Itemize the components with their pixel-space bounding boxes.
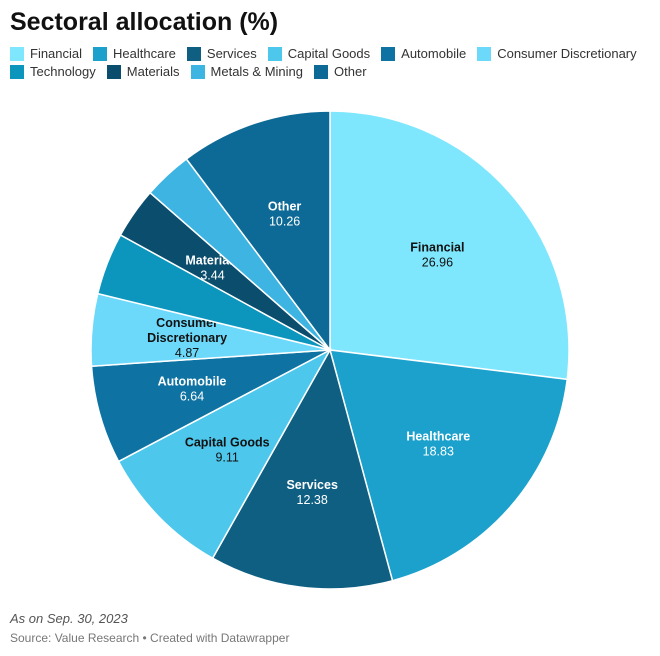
slice-value-label: 6.64 — [180, 390, 204, 404]
legend-swatch — [381, 47, 396, 61]
legend-swatch — [10, 47, 24, 61]
slice-value-label: 12.38 — [297, 493, 328, 507]
legend-label: Consumer Discretionary — [497, 46, 637, 61]
source-credit: Source: Value Research • Created with Da… — [10, 631, 290, 645]
slice-label: Healthcare — [406, 430, 470, 444]
legend-swatch — [106, 65, 121, 79]
chart-legend: Financial Healthcare Services Capital Goods… — [10, 46, 655, 80]
slice-label: Services — [286, 478, 337, 492]
pie-slice — [117, 348, 332, 560]
legend-item: Capital Goods — [267, 46, 371, 62]
slice-label: Automobile — [158, 375, 227, 389]
legend-item: Metals & Mining — [190, 64, 304, 80]
pie-slice — [211, 348, 394, 590]
legend-label: Technology — [30, 64, 96, 79]
legend-label: Other — [334, 64, 367, 79]
legend-item: Healthcare — [93, 46, 176, 62]
slice-value-label: 9.11 — [215, 451, 238, 465]
legend-swatch — [186, 47, 201, 61]
legend-label: Metals & Mining — [210, 64, 304, 79]
legend-swatch — [267, 47, 282, 61]
legend-label: Financial — [30, 46, 83, 61]
pie-slice — [328, 349, 569, 582]
legend-label: Capital Goods — [287, 46, 371, 61]
legend-item: Consumer Discretionary — [477, 46, 637, 62]
slice-value-label: 10.26 — [269, 215, 300, 229]
legend-item: Automobile — [381, 46, 466, 62]
slice-value-label: 3.44 — [200, 268, 224, 282]
legend-item: Materials — [106, 64, 180, 80]
legend-swatch — [477, 47, 492, 61]
legend-label: Materials — [126, 64, 180, 79]
legend-swatch — [10, 65, 24, 79]
legend-swatch — [314, 65, 329, 79]
slice-label: Other — [268, 200, 301, 214]
legend-swatch — [190, 65, 205, 79]
legend-item: Other — [314, 64, 367, 80]
slice-value-label: 4.87 — [175, 346, 199, 360]
legend-label: Healthcare — [113, 46, 176, 61]
slice-value-label: 18.83 — [423, 445, 454, 459]
legend-swatch — [93, 47, 108, 61]
slice-label: Capital Goods — [185, 436, 270, 450]
slice-value-label: 26.96 — [422, 256, 453, 270]
chart-title: Sectoral allocation (%) — [10, 8, 279, 36]
legend-item: Technology — [10, 64, 96, 80]
slice-label: Financial — [410, 241, 464, 255]
legend-item: Services — [186, 46, 257, 62]
legend-label: Services — [206, 46, 257, 61]
legend-label: Automobile — [401, 46, 467, 61]
slice-label: Discretionary — [147, 331, 227, 345]
date-note: As on Sep. 30, 2023 — [10, 611, 128, 626]
pie-slice — [185, 110, 331, 353]
pie-slice — [329, 110, 570, 381]
legend-item: Financial — [10, 46, 82, 62]
